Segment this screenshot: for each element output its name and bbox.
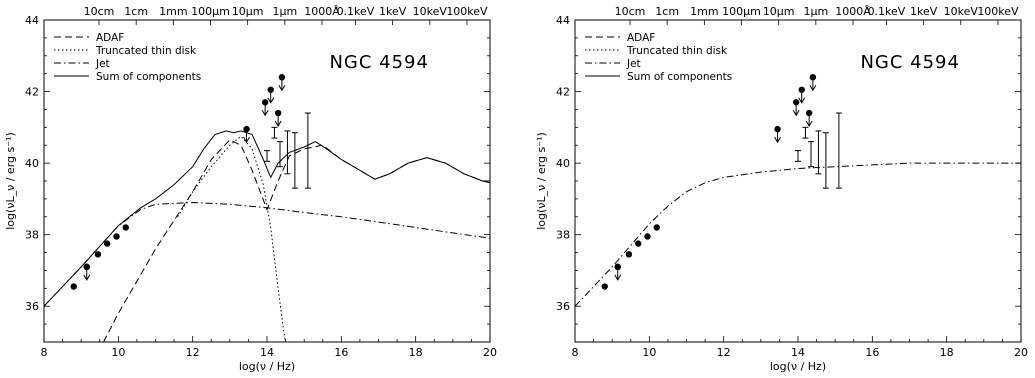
y-tick-label: 36 <box>25 300 39 313</box>
data-point <box>653 224 660 231</box>
series-line <box>177 135 287 342</box>
data-point <box>94 251 102 258</box>
data-point <box>625 251 633 258</box>
upper-limit-point <box>614 263 621 271</box>
y-tick-label: 40 <box>556 157 570 170</box>
chart-annotation: NGC 4594 <box>329 52 429 73</box>
data-point <box>122 224 129 231</box>
top-axis-label: 1cm <box>124 5 148 18</box>
y-tick-label: 38 <box>556 229 570 242</box>
top-axis-label: 10μm <box>232 5 264 18</box>
top-axis-label: 1μm <box>803 5 828 18</box>
series-line <box>44 201 490 307</box>
x-tick-label: 14 <box>260 346 274 359</box>
legend-label: Jet <box>95 58 110 70</box>
y-tick-label: 40 <box>25 157 39 170</box>
data-point <box>70 283 77 290</box>
data-point <box>644 233 651 240</box>
y-tick-label: 44 <box>556 14 570 27</box>
top-axis-label: 100keV <box>446 5 488 18</box>
x-tick-label: 12 <box>186 346 200 359</box>
top-axis-label: 100keV <box>977 5 1019 18</box>
y-tick-label: 42 <box>25 86 39 99</box>
upper-limit-arrow-head <box>809 84 817 92</box>
x-axis-title: log(ν / Hz) <box>239 360 295 373</box>
upper-limit-arrow-head <box>805 120 813 127</box>
series-line <box>103 139 490 342</box>
data-point <box>103 240 111 247</box>
top-axis-label: 10μm <box>763 5 795 18</box>
series-line <box>44 130 490 307</box>
legend-label: Sum of components <box>627 71 732 83</box>
x-tick-label: 14 <box>791 346 805 359</box>
top-axis-label: 1keV <box>910 5 938 18</box>
legend-label: Truncated thin disk <box>626 45 728 57</box>
y-tick-label: 44 <box>25 14 39 27</box>
legend-label: ADAF <box>96 32 124 44</box>
x-tick-label: 18 <box>409 346 423 359</box>
x-tick-label: 16 <box>865 346 879 359</box>
upper-limit-arrow-head <box>243 136 250 144</box>
x-tick-label: 20 <box>1014 346 1028 359</box>
y-tick-label: 36 <box>556 300 570 313</box>
top-axis-label: 1keV <box>379 5 407 18</box>
legend-label: Sum of components <box>96 71 201 83</box>
data-point <box>601 283 608 290</box>
top-axis-label: 1000Å <box>835 5 871 18</box>
data-point <box>634 240 642 247</box>
top-axis-label: 1μm <box>272 5 297 18</box>
upper-limit-point <box>83 263 90 271</box>
upper-limit-arrow-head <box>274 120 282 127</box>
x-tick-label: 8 <box>572 346 579 359</box>
x-axis-title: log(ν / Hz) <box>770 360 826 373</box>
legend-label: ADAF <box>627 32 655 44</box>
series-line <box>575 162 1021 307</box>
top-axis-label: 1000Å <box>304 5 340 18</box>
upper-limit-arrow-head <box>267 97 275 104</box>
x-tick-label: 12 <box>717 346 731 359</box>
y-tick-label: 38 <box>25 229 39 242</box>
data-point <box>113 233 120 240</box>
top-axis-label: 10cm <box>84 5 115 18</box>
y-axis-title: log(νL_ν / erg s⁻¹) <box>535 132 548 230</box>
series-group <box>44 130 490 342</box>
x-tick-label: 8 <box>41 346 48 359</box>
legend-label: Jet <box>626 58 641 70</box>
upper-limit-arrow-head <box>278 84 286 92</box>
top-axis-label: 1mm <box>690 5 718 18</box>
top-axis-label: 10keV <box>944 5 979 18</box>
upper-limit-arrow-head <box>774 136 781 144</box>
top-axis-label: 100μm <box>191 5 230 18</box>
top-axis-label: 1cm <box>655 5 679 18</box>
chart-annotation: NGC 4594 <box>860 52 960 73</box>
top-axis-label: 1mm <box>159 5 187 18</box>
top-axis-label: 100μm <box>722 5 761 18</box>
top-axis-label: 10cm <box>615 5 646 18</box>
upper-limit-arrow-head <box>798 97 806 104</box>
y-tick-label: 42 <box>556 86 570 99</box>
top-axis-label: 0.1keV <box>337 5 375 18</box>
legend-label: Truncated thin disk <box>95 45 197 57</box>
x-tick-label: 20 <box>483 346 497 359</box>
upper-limit-arrow-head <box>261 110 269 117</box>
series-group <box>575 162 1021 307</box>
y-axis-title: log(νL_ν / erg s⁻¹) <box>4 132 17 230</box>
upper-limit-arrow-head <box>614 274 622 281</box>
x-tick-label: 10 <box>111 346 125 359</box>
x-tick-label: 16 <box>334 346 348 359</box>
upper-limit-arrow-head <box>83 274 91 281</box>
top-axis-label: 10keV <box>413 5 448 18</box>
x-tick-label: 10 <box>642 346 656 359</box>
x-tick-label: 18 <box>940 346 954 359</box>
upper-limit-arrow-head <box>792 110 800 117</box>
top-axis-label: 0.1keV <box>868 5 906 18</box>
